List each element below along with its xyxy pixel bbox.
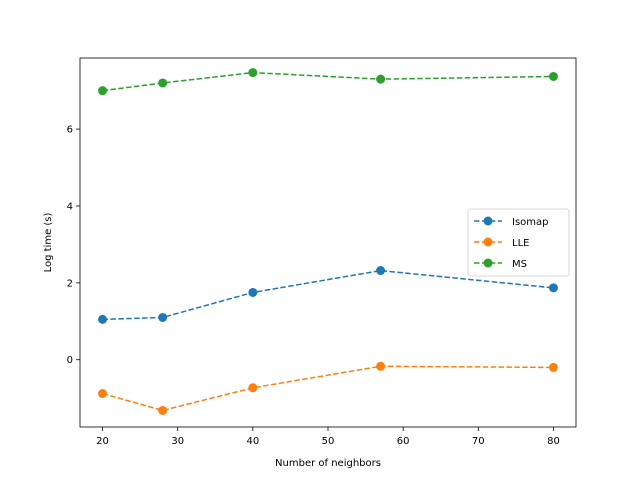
legend-label-lle: LLE — [512, 238, 529, 249]
x-tick-label: 80 — [547, 436, 560, 447]
legend-label-ms: MS — [512, 259, 527, 270]
data-point-ms — [158, 78, 168, 88]
data-point-lle — [158, 405, 168, 415]
data-point-lle — [98, 389, 108, 399]
y-tick-label: 6 — [67, 125, 73, 136]
y-tick-label: 2 — [67, 278, 73, 289]
data-point-isomap — [248, 287, 258, 297]
data-point-ms — [248, 68, 258, 78]
legend: Isomap LLE MS — [467, 208, 570, 277]
data-point-lle — [548, 362, 558, 372]
legend-label-isomap: Isomap — [512, 217, 549, 228]
x-tick-label: 40 — [246, 436, 259, 447]
x-tick-label: 30 — [171, 436, 184, 447]
plot-area — [98, 68, 558, 415]
data-point-isomap — [158, 312, 168, 322]
y-tick-label: 4 — [67, 201, 73, 212]
x-tick-label: 60 — [397, 436, 410, 447]
y-tick-label: 0 — [67, 355, 73, 366]
data-point-lle — [248, 383, 258, 393]
data-point-isomap — [548, 283, 558, 293]
x-tick-label: 70 — [472, 436, 485, 447]
x-tick-label: 50 — [322, 436, 335, 447]
data-point-isomap — [376, 266, 386, 276]
data-point-ms — [98, 86, 108, 96]
series-line-ms — [102, 71, 554, 92]
x-tick-label: 20 — [96, 436, 109, 447]
series-line-isomap — [102, 269, 554, 321]
x-axis-label: Number of neighbors — [275, 458, 381, 469]
legend-marker-isomap — [483, 216, 493, 226]
legend-marker-lle — [483, 237, 493, 247]
data-point-ms — [376, 74, 386, 84]
series-line-lle — [102, 365, 554, 412]
data-point-lle — [376, 361, 386, 371]
y-axis-label: Log time (s) — [43, 212, 54, 272]
data-point-ms — [548, 71, 558, 81]
data-point-isomap — [98, 314, 108, 324]
legend-box — [467, 208, 570, 277]
legend-marker-ms — [483, 258, 493, 268]
axes: 20 30 40 50 60 70 80 0 2 4 6 Number of neighbors Log… — [43, 57, 577, 469]
